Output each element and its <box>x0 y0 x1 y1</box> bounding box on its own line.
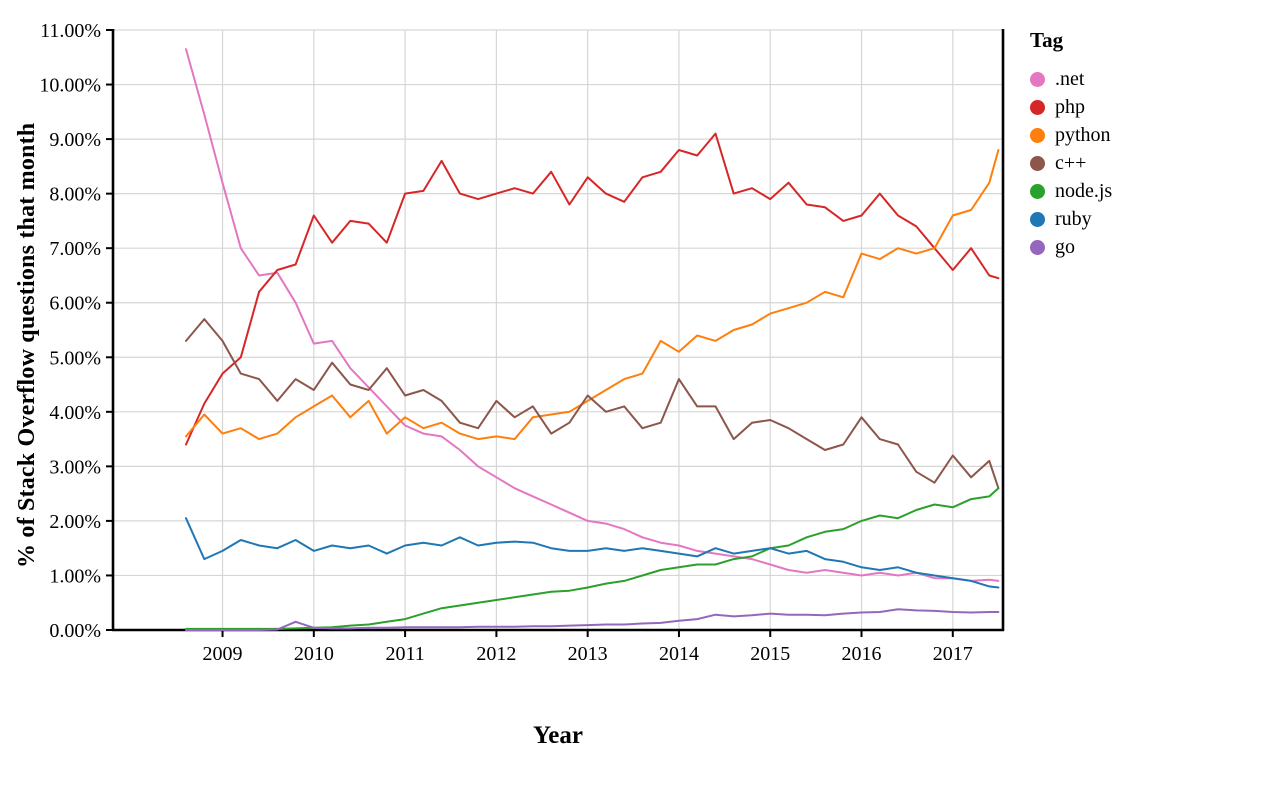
x-tick-label: 2009 <box>203 643 243 665</box>
y-tick-label: 4.00% <box>49 402 101 424</box>
legend-item-go: go <box>1030 233 1112 261</box>
x-tick-label: 2014 <box>659 643 699 665</box>
series-line-php <box>185 132 1000 446</box>
legend-label: ruby <box>1055 207 1092 230</box>
x-tick-label: 2016 <box>842 643 882 665</box>
y-tick-label: 0.00% <box>49 620 101 642</box>
series-line-ruby <box>185 517 1000 589</box>
series-line-.net <box>185 48 1000 582</box>
legend-label: .net <box>1055 67 1085 90</box>
y-tick-label: 5.00% <box>49 347 101 369</box>
y-tick-label: 9.00% <box>49 129 101 151</box>
legend-swatch-icon <box>1030 71 1045 87</box>
legend-item-php: php <box>1030 93 1112 121</box>
y-tick-label: 6.00% <box>49 293 101 315</box>
series-line-python <box>185 149 1000 441</box>
x-tick-label: 2012 <box>476 643 516 665</box>
legend-items: .net php python c++ node.js ruby go <box>1030 65 1112 261</box>
x-tick-label: 2015 <box>750 643 790 665</box>
y-tick-label: 8.00% <box>49 184 101 206</box>
y-tick-label: 2.00% <box>49 511 101 533</box>
series-line-node.js <box>185 487 1000 630</box>
legend-title: Tag <box>1030 28 1064 52</box>
legend-item-python: python <box>1030 121 1112 149</box>
y-tick-label: 10.00% <box>39 75 101 97</box>
legend-label: php <box>1055 95 1085 118</box>
y-tick-label: 3.00% <box>49 456 101 478</box>
y-tick-label: 7.00% <box>49 238 101 260</box>
legend-swatch-icon <box>1030 155 1045 171</box>
legend-swatch-icon <box>1030 211 1045 227</box>
legend: Tag .net php python c++ node.js ruby go <box>1030 28 1112 261</box>
x-tick-label: 2010 <box>294 643 334 665</box>
legend-item-node.js: node.js <box>1030 177 1112 205</box>
legend-label: node.js <box>1055 179 1113 202</box>
legend-label: c++ <box>1055 151 1087 174</box>
series-line-go <box>185 608 1000 631</box>
series-line-c++ <box>185 318 1000 490</box>
legend-swatch-icon <box>1030 183 1045 199</box>
legend-swatch-icon <box>1030 239 1045 255</box>
y-tick-label: 1.00% <box>49 565 101 587</box>
legend-item-c++: c++ <box>1030 149 1112 177</box>
legend-label: python <box>1055 123 1111 146</box>
y-tick-label: 11.00% <box>40 20 101 42</box>
x-tick-label: 2011 <box>385 643 424 665</box>
legend-swatch-icon <box>1030 99 1045 115</box>
x-axis-title: Year <box>533 722 583 749</box>
legend-label: go <box>1055 235 1075 258</box>
x-tick-label: 2017 <box>933 643 973 665</box>
x-tick-label: 2013 <box>568 643 608 665</box>
legend-swatch-icon <box>1030 127 1045 143</box>
legend-item-.net: .net <box>1030 65 1112 93</box>
legend-item-ruby: ruby <box>1030 205 1112 233</box>
